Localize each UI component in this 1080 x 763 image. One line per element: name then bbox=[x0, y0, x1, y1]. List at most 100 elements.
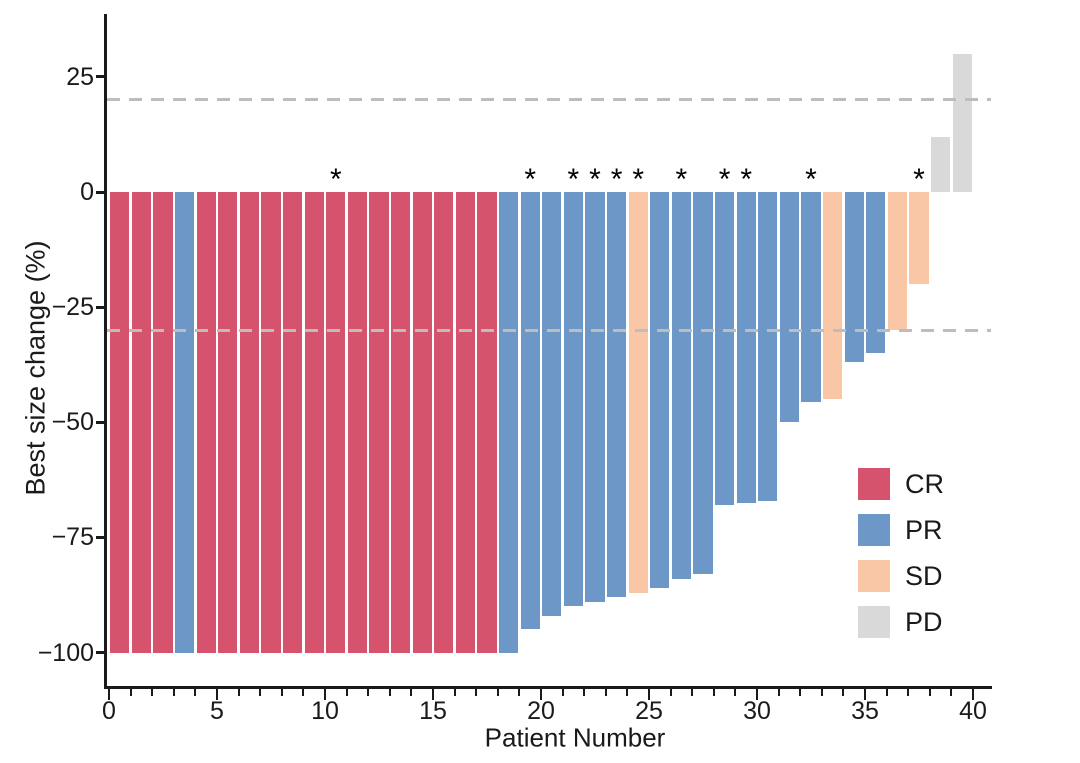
legend: CR PR SD PD bbox=[858, 468, 944, 638]
x-minor-tick bbox=[453, 689, 456, 696]
x-minor-tick bbox=[669, 689, 672, 696]
bar-patient-6 bbox=[218, 192, 238, 653]
x-minor-tick bbox=[626, 689, 629, 696]
reference-line-20 bbox=[107, 98, 991, 102]
bar-patient-2 bbox=[131, 192, 151, 653]
legend-item-cr: CR bbox=[858, 468, 944, 500]
x-minor-tick bbox=[885, 689, 888, 696]
significance-asterisk: * bbox=[675, 163, 688, 196]
bar-patient-3 bbox=[153, 192, 173, 653]
y-axis-line bbox=[104, 14, 107, 689]
significance-asterisk: * bbox=[740, 163, 753, 196]
bar-patient-12 bbox=[347, 192, 367, 653]
bar-patient-19 bbox=[499, 192, 519, 653]
bar-patient-29 bbox=[715, 192, 735, 506]
bar-patient-16 bbox=[434, 192, 454, 653]
significance-asterisk: * bbox=[718, 163, 731, 196]
x-major-tick bbox=[108, 689, 110, 700]
significance-asterisk: * bbox=[567, 163, 580, 196]
x-minor-tick bbox=[734, 689, 737, 696]
y-tick bbox=[96, 190, 104, 194]
x-axis-line bbox=[104, 686, 992, 689]
x-minor-tick bbox=[712, 689, 715, 696]
y-tick bbox=[96, 420, 104, 424]
x-minor-tick bbox=[799, 689, 802, 696]
y-tick-label: −75 bbox=[51, 523, 94, 552]
x-tick-label: 20 bbox=[527, 697, 555, 725]
bar-patient-36 bbox=[866, 192, 886, 354]
x-minor-tick bbox=[302, 689, 305, 696]
x-minor-tick bbox=[518, 689, 521, 696]
x-minor-tick bbox=[367, 689, 370, 696]
x-tick-label: 25 bbox=[635, 697, 663, 725]
bar-patient-7 bbox=[239, 192, 259, 653]
bar-patient-21 bbox=[542, 192, 562, 616]
bar-patient-32 bbox=[779, 192, 799, 423]
bar-patient-18 bbox=[477, 192, 497, 653]
y-tick-label: −50 bbox=[51, 408, 94, 437]
x-minor-tick bbox=[280, 689, 283, 696]
bar-patient-40 bbox=[952, 53, 972, 192]
legend-label-cr: CR bbox=[905, 469, 944, 499]
reference-line--30 bbox=[107, 328, 991, 332]
legend-swatch-pd-icon bbox=[858, 606, 890, 638]
x-major-tick bbox=[216, 689, 218, 700]
x-tick-label: 0 bbox=[102, 697, 116, 725]
bar-patient-10 bbox=[304, 192, 324, 653]
x-minor-tick bbox=[410, 689, 413, 696]
x-minor-tick bbox=[475, 689, 478, 696]
x-minor-tick bbox=[496, 689, 499, 696]
x-tick-label: 40 bbox=[959, 697, 987, 725]
y-tick bbox=[96, 305, 104, 309]
bar-patient-33 bbox=[801, 192, 821, 402]
bar-patient-35 bbox=[844, 192, 864, 363]
bar-patient-27 bbox=[671, 192, 691, 579]
bar-patient-14 bbox=[391, 192, 411, 653]
bar-patient-34 bbox=[823, 192, 843, 400]
legend-label-pd: PD bbox=[905, 607, 943, 637]
x-minor-tick bbox=[237, 689, 240, 696]
significance-asterisk: * bbox=[913, 163, 925, 196]
legend-item-pd: PD bbox=[858, 606, 944, 638]
bar-patient-25 bbox=[628, 192, 648, 593]
significance-asterisk: * bbox=[805, 163, 817, 196]
x-tick-label: 5 bbox=[210, 697, 224, 725]
x-tick-label: 35 bbox=[851, 697, 879, 725]
x-major-tick bbox=[972, 689, 974, 700]
y-tick bbox=[96, 75, 104, 79]
bar-patient-23 bbox=[585, 192, 605, 602]
x-tick-label: 10 bbox=[311, 697, 339, 725]
x-tick-label: 15 bbox=[419, 697, 447, 725]
legend-swatch-sd-icon bbox=[858, 560, 890, 592]
bar-patient-20 bbox=[520, 192, 540, 630]
legend-label-sd: SD bbox=[905, 561, 943, 591]
bar-patient-30 bbox=[736, 192, 756, 503]
y-tick-label: −100 bbox=[37, 638, 94, 667]
x-major-tick bbox=[648, 689, 650, 700]
x-major-tick bbox=[324, 689, 326, 700]
x-major-tick bbox=[540, 689, 542, 700]
legend-swatch-pr-icon bbox=[858, 514, 890, 546]
x-minor-tick bbox=[151, 689, 154, 696]
x-minor-tick bbox=[561, 689, 564, 696]
y-tick-label: 25 bbox=[66, 62, 94, 91]
x-minor-tick bbox=[820, 689, 823, 696]
x-major-tick bbox=[432, 689, 434, 700]
x-minor-tick bbox=[129, 689, 132, 696]
x-minor-tick bbox=[259, 689, 262, 696]
x-minor-tick bbox=[583, 689, 586, 696]
bar-patient-38 bbox=[909, 192, 929, 285]
bar-patient-4 bbox=[175, 192, 195, 653]
bar-patient-24 bbox=[607, 192, 627, 598]
legend-swatch-cr-icon bbox=[858, 468, 890, 500]
x-major-tick bbox=[864, 689, 866, 700]
x-minor-tick bbox=[604, 689, 607, 696]
x-minor-tick bbox=[388, 689, 391, 696]
y-tick bbox=[96, 535, 104, 539]
x-minor-tick bbox=[842, 689, 845, 696]
y-tick-label: −25 bbox=[51, 293, 94, 322]
bar-patient-31 bbox=[758, 192, 778, 501]
bar-patient-39 bbox=[931, 136, 951, 192]
bar-patient-1 bbox=[110, 192, 130, 653]
